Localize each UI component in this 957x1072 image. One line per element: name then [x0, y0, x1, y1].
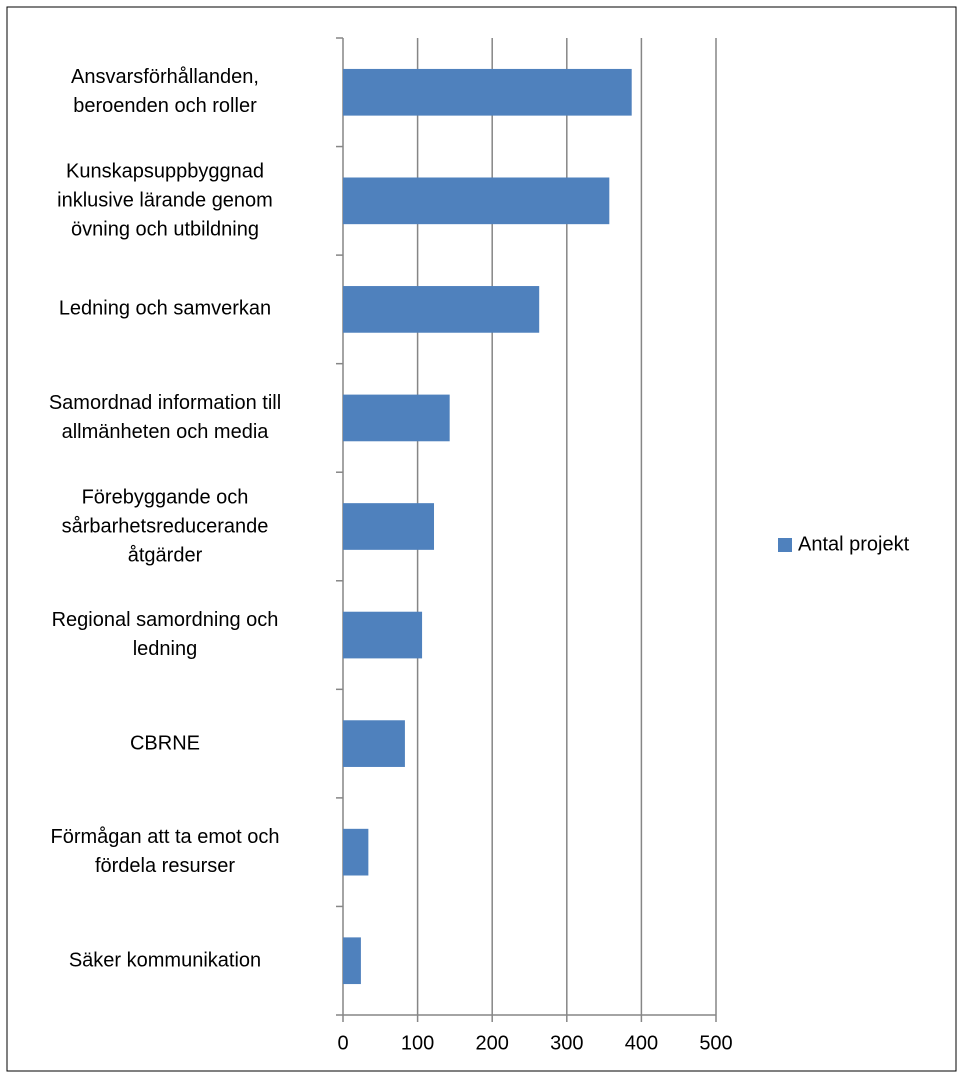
bar [343, 286, 540, 333]
bar [343, 503, 435, 550]
bar [343, 937, 361, 985]
bar [343, 68, 632, 116]
bar [343, 720, 405, 767]
x-tick-label: 400 [625, 1032, 658, 1054]
legend-label: Antal projekt [798, 533, 910, 555]
y-tick-label: Kunskapsuppbyggnad inklusive lärande gen… [57, 160, 273, 241]
y-tick-label: Förebyggande och sårbarhetsreducerande å… [61, 486, 269, 566]
y-tick-label: Regional samordning och ledning [51, 609, 279, 661]
y-tick-label: Förmågan att ta emot och fördela resurse… [50, 826, 280, 878]
legend-swatch [778, 538, 792, 552]
bar [343, 828, 369, 876]
y-tick-label: CBRNE [129, 732, 200, 755]
x-tick-label: 0 [337, 1032, 348, 1054]
chart-border [6, 6, 957, 1072]
y-tick-label: Samordnad information till allmänheten o… [48, 391, 282, 443]
y-tick-label: Ansvarsförhållanden, beroenden och rolle… [71, 66, 259, 118]
bar [343, 177, 610, 225]
y-tick-label: Ledning och samverkan [58, 297, 272, 320]
bar [343, 611, 423, 659]
y-tick-label: Säker kommunikation [68, 949, 262, 972]
bar [343, 394, 450, 442]
x-tick-label: 100 [401, 1032, 434, 1054]
x-tick-label: 500 [699, 1032, 732, 1054]
x-tick-label: 300 [550, 1032, 583, 1054]
x-tick-label: 200 [476, 1032, 509, 1054]
